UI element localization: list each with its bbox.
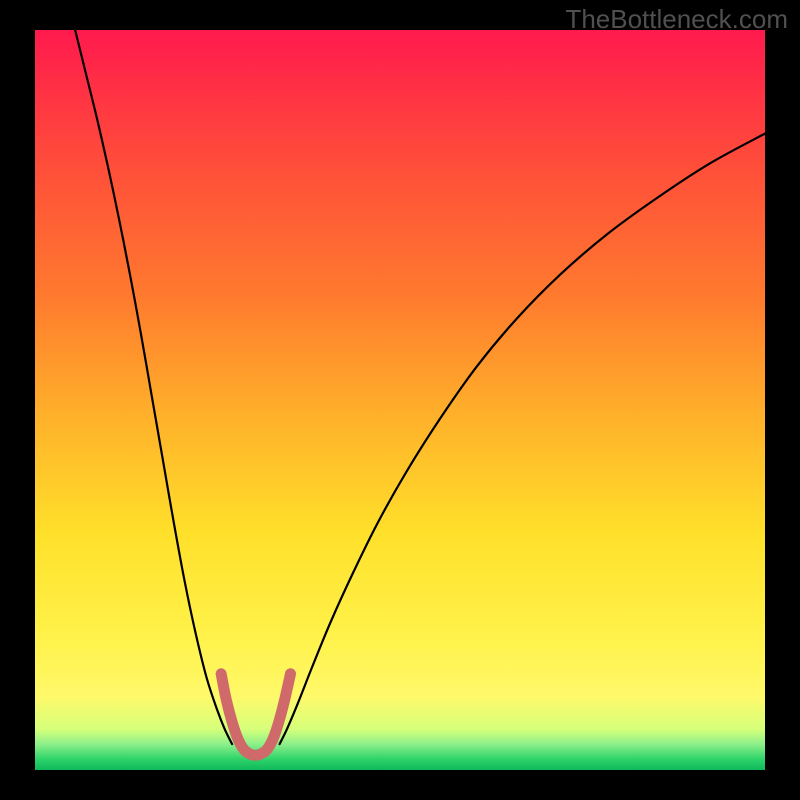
gradient-background	[35, 30, 765, 770]
plot-area	[35, 30, 765, 770]
chart-canvas: TheBottleneck.com	[0, 0, 800, 800]
watermark-text: TheBottleneck.com	[565, 4, 788, 35]
